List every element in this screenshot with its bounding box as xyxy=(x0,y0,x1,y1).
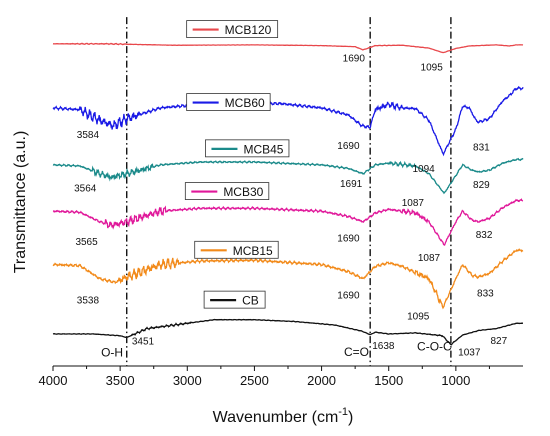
x-tick-label: 4000 xyxy=(39,373,68,388)
peak-label: 1095 xyxy=(421,63,444,74)
x-tick-label: 2000 xyxy=(307,373,336,388)
peak-label: 1691 xyxy=(340,179,363,190)
series-line xyxy=(52,198,524,246)
peak-label: 3451 xyxy=(132,337,155,348)
peak-label: 833 xyxy=(477,289,494,300)
group-label: C=O xyxy=(344,345,369,359)
series-line xyxy=(52,42,524,54)
group-label: O-H xyxy=(101,346,123,360)
legend-label: MCB15 xyxy=(233,244,273,258)
peak-label: 1690 xyxy=(337,233,360,244)
group-labels: O-H C=O C-O-C xyxy=(101,339,452,359)
legend-entry: CB xyxy=(203,290,266,309)
peak-label: 3584 xyxy=(77,130,100,141)
peak-label: 1690 xyxy=(337,141,360,152)
group-label: C-O-C xyxy=(417,339,452,353)
x-tick-label: 3000 xyxy=(173,373,202,388)
legend-box xyxy=(194,240,279,259)
series-legends: MCB120 MCB60 MCB45 MCB30 MCB15 CB xyxy=(184,20,290,309)
peak-label: 831 xyxy=(473,143,490,154)
spectra xyxy=(52,42,524,346)
peak-label: 3564 xyxy=(74,184,97,195)
series-line xyxy=(52,157,524,195)
y-axis-title: Transmittance (a.u.) xyxy=(12,131,29,274)
peak-label: 829 xyxy=(473,180,490,191)
x-axis-title: Wavenumber (cm-1) xyxy=(213,406,354,426)
peak-label: 1690 xyxy=(343,54,366,65)
legend-entry: MCB30 xyxy=(184,182,270,200)
peak-label: 1690 xyxy=(337,290,360,301)
peak-label: 1087 xyxy=(418,253,441,264)
x-tick-label: 1500 xyxy=(374,373,403,388)
series-line xyxy=(52,318,523,346)
legend-entry: MCB120 xyxy=(186,20,279,38)
legend-label: CB xyxy=(242,294,259,308)
legend-entry: MCB15 xyxy=(194,240,279,259)
peak-label: 1094 xyxy=(413,164,436,175)
peak-label: 1087 xyxy=(402,198,425,209)
peak-labels: 1690 1095 3584 1690 1094 831 3564 1691 1087 829 35… xyxy=(74,54,508,359)
x-tick-label: 2500 xyxy=(240,373,269,388)
reference-lines xyxy=(126,17,452,366)
peak-label: 1638 xyxy=(372,341,395,352)
series-line xyxy=(52,248,524,310)
legend-entry: MCB45 xyxy=(205,139,290,158)
legend-box xyxy=(205,139,290,158)
peak-label: 3565 xyxy=(75,237,98,248)
x-axis: 4000 3500 3000 2500 2000 1500 1000 xyxy=(39,365,523,388)
legend-box xyxy=(186,20,279,38)
legend-label: MCB30 xyxy=(223,185,263,199)
series-line xyxy=(52,85,524,157)
peak-label: 827 xyxy=(490,336,507,347)
peak-label: 3538 xyxy=(77,296,100,307)
peak-label: 1037 xyxy=(458,347,481,358)
legend-label: MCB45 xyxy=(243,142,283,156)
legend-box xyxy=(184,182,270,200)
legend-box xyxy=(186,93,271,111)
peak-label: 1095 xyxy=(407,312,430,323)
x-tick-label: 1000 xyxy=(441,373,470,388)
peak-label: 832 xyxy=(476,230,493,241)
legend-label: MCB120 xyxy=(225,23,272,37)
legend-label: MCB60 xyxy=(225,96,265,110)
x-tick-label: 3500 xyxy=(106,373,135,388)
legend-entry: MCB60 xyxy=(186,93,271,111)
